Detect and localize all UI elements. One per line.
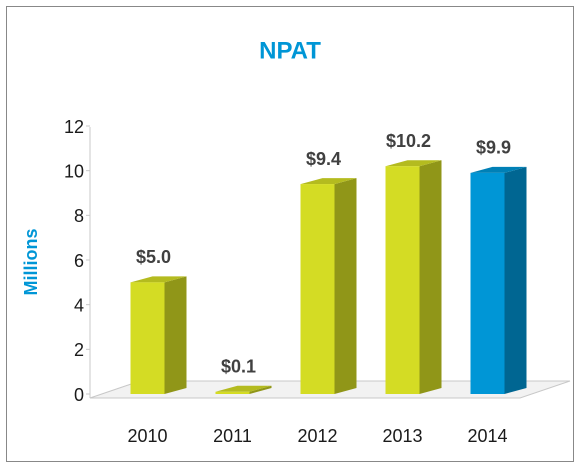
bar-side	[334, 178, 357, 394]
value-label: $10.2	[386, 131, 431, 151]
value-label: $9.9	[476, 138, 511, 158]
bar-top	[385, 160, 442, 167]
y-tick-label: 10	[64, 161, 84, 181]
bar-top	[130, 276, 187, 283]
bar-side	[504, 166, 527, 394]
y-tick-label: 0	[74, 385, 84, 405]
bar-top	[215, 385, 272, 392]
bar-top	[470, 166, 527, 173]
y-tick-label: 4	[74, 295, 84, 315]
x-tick-label: 2013	[382, 426, 422, 446]
bar	[300, 184, 335, 394]
bar	[470, 172, 505, 394]
bar	[130, 282, 165, 394]
bar-side	[164, 276, 187, 394]
y-tick-label: 6	[74, 251, 84, 271]
value-label: $9.4	[306, 149, 341, 169]
bar-side	[249, 385, 272, 394]
value-label: $0.1	[221, 357, 256, 377]
x-tick-label: 2011	[213, 426, 252, 446]
y-tick-label: 2	[74, 340, 84, 360]
x-tick-label: 2010	[127, 426, 167, 446]
bar-side	[419, 160, 442, 394]
chart-title: NPAT	[259, 37, 321, 64]
y-tick-label: 8	[74, 206, 84, 226]
bar	[385, 166, 420, 394]
value-label: $5.0	[136, 247, 171, 267]
y-tick-label: 12	[64, 117, 84, 137]
x-tick-label: 2012	[297, 426, 337, 446]
y-axis-label: Millions	[21, 229, 41, 296]
bar	[215, 391, 250, 394]
bar-top	[300, 178, 357, 185]
x-tick-label: 2014	[467, 426, 507, 446]
